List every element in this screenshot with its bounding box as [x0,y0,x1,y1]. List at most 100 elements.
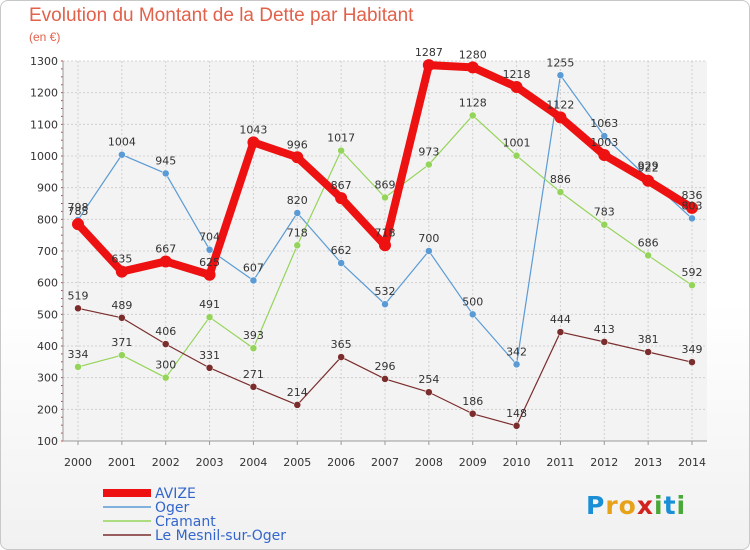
data-point [249,383,258,391]
data-point [337,146,345,155]
data-label: 945 [155,154,176,167]
data-label: 625 [199,256,220,269]
y-tick-label: 200 [37,403,58,416]
data-point [205,313,214,321]
legend-label: Le Mesnil-sur-Oger [155,528,286,544]
x-tick-label: 2004 [239,456,267,469]
data-label: 785 [68,205,89,218]
x-tick-label: 2006 [327,456,355,469]
x-tick-label: 2007 [371,456,399,469]
data-point [161,373,170,382]
data-point [600,220,609,229]
data-point [688,281,696,289]
legend-label: AVIZE [155,486,196,502]
data-point [600,338,609,346]
data-point [468,410,477,418]
data-label: 667 [155,242,176,255]
data-label: 148 [506,407,527,420]
data-label: 1218 [503,68,531,81]
data-point [512,422,521,430]
x-tick-label: 2000 [64,456,92,469]
data-point [203,268,216,281]
chart-title: Evolution du Montant de la Dette par Hab… [29,5,414,26]
data-point [74,363,82,371]
data-label: 393 [243,329,264,342]
y-tick-label: 400 [37,340,58,353]
x-tick-label: 2011 [546,456,574,469]
data-point [247,136,260,149]
logo-letter: P [586,491,606,520]
x-tick-label: 2013 [634,456,662,469]
y-tick-label: 600 [37,277,58,290]
y-tick-label: 1100 [30,118,58,131]
data-point [293,209,302,217]
data-point [644,348,652,356]
data-label: 519 [68,289,89,302]
x-tick-label: 2002 [152,456,180,469]
x-tick-label: 2005 [283,456,311,469]
data-point [249,344,258,352]
data-label: 1128 [459,96,487,109]
data-label: 973 [418,146,439,159]
x-tick-label: 2014 [678,456,706,469]
data-point [425,247,433,255]
proxiti-logo: Proxiti [586,491,686,520]
data-point [205,245,214,254]
logo-letter: i [676,491,687,520]
data-point [686,201,698,214]
y-tick-label: 800 [37,213,58,226]
data-point [644,251,652,260]
data-point [688,214,696,223]
data-label: 783 [594,206,615,219]
data-label: 592 [682,266,703,279]
data-label: 331 [199,349,220,362]
chart-subtitle: (en €) [29,30,61,44]
data-label: 836 [682,189,703,202]
data-label: 349 [682,343,703,356]
x-tick-label: 2010 [503,456,531,469]
data-point [337,353,345,361]
logo-letter: r [605,491,619,520]
data-label: 1043 [239,123,267,136]
data-point [205,364,214,372]
data-point [600,132,609,140]
data-point [556,328,565,336]
data-label: 1063 [590,117,618,130]
data-label: 1280 [459,48,487,61]
data-point [425,388,433,396]
x-tick-label: 2003 [196,456,224,469]
data-point [466,61,479,74]
y-tick-label: 1000 [30,150,58,163]
data-label: 718 [287,226,308,239]
data-point [468,111,477,120]
data-label: 929 [638,159,659,172]
data-label: 365 [331,338,352,351]
logo-letter: o [618,491,637,520]
data-point [337,259,345,267]
data-label: 254 [418,373,439,386]
data-point [249,276,258,285]
data-point [118,150,126,159]
data-label: 214 [287,386,308,399]
data-point [161,340,170,348]
data-point [381,300,389,308]
data-label: 413 [594,323,615,336]
data-label: 296 [375,360,396,373]
legend-label: Oger [155,500,190,516]
data-label: 406 [155,325,176,338]
data-label: 371 [111,336,132,349]
y-tick-label: 300 [37,372,58,385]
x-tick-label: 2012 [590,456,618,469]
data-point [688,358,696,366]
x-tick-label: 2009 [459,456,487,469]
y-tick-label: 1200 [30,87,58,100]
x-tick-label: 2008 [415,456,443,469]
data-label: 867 [331,179,352,192]
data-label: 444 [550,313,571,326]
data-label: 381 [638,333,659,346]
data-label: 820 [287,194,308,207]
data-point [598,149,611,162]
data-label: 700 [418,232,439,245]
data-point [422,59,435,72]
